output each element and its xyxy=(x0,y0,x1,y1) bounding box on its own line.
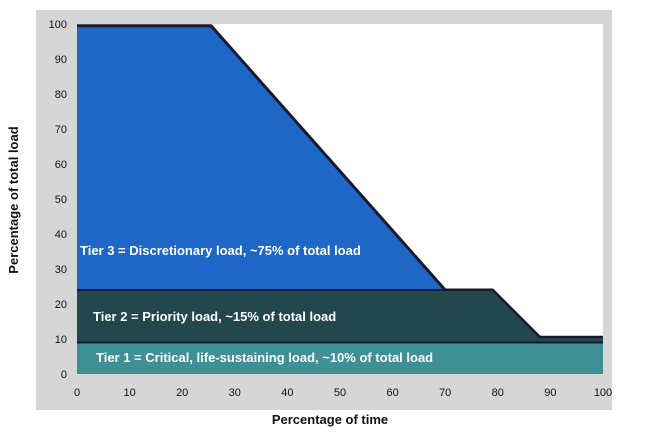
y-tick-label: 0 xyxy=(61,369,67,381)
x-tick-label: 90 xyxy=(544,387,556,399)
tier2-label: Tier 2 = Priority load, ~15% of total lo… xyxy=(93,309,336,324)
y-tick-label: 80 xyxy=(55,89,67,101)
y-tick-label: 100 xyxy=(49,19,67,31)
x-tick-label: 100 xyxy=(594,387,612,399)
y-tick-label: 90 xyxy=(55,54,67,66)
x-tick-label: 0 xyxy=(74,387,80,399)
x-tick-label: 10 xyxy=(123,387,135,399)
y-tick-label: 30 xyxy=(55,264,67,276)
x-tick-label: 80 xyxy=(492,387,504,399)
tier3-label: Tier 3 = Discretionary load, ~75% of tot… xyxy=(80,243,361,258)
y-tick-label: 40 xyxy=(55,229,67,241)
area-edge-tier-2 xyxy=(77,289,603,339)
area-tier-1 xyxy=(77,342,603,374)
y-tick-label: 70 xyxy=(55,124,67,136)
x-tick-label: 70 xyxy=(439,387,451,399)
x-axis-title: Percentage of time xyxy=(272,412,388,427)
y-tick-label: 20 xyxy=(55,299,67,311)
x-tick-label: 40 xyxy=(281,387,293,399)
x-axis-ticks: 0 10 20 30 40 50 60 70 80 90 100 xyxy=(74,387,612,399)
x-tick-label: 50 xyxy=(334,387,346,399)
tier1-label: Tier 1 = Critical, life-sustaining load,… xyxy=(96,350,433,365)
area-tier-3 xyxy=(77,25,603,375)
y-tick-label: 50 xyxy=(55,194,67,206)
area-series xyxy=(77,24,603,375)
y-axis-title: Percentage of total load xyxy=(6,126,21,273)
y-tick-label: 60 xyxy=(55,159,67,171)
y-axis-ticks: 0 10 20 30 40 50 60 70 80 90 100 xyxy=(49,19,67,381)
x-tick-label: 30 xyxy=(229,387,241,399)
y-tick-label: 10 xyxy=(55,334,67,346)
x-tick-label: 20 xyxy=(176,387,188,399)
x-tick-label: 60 xyxy=(386,387,398,399)
